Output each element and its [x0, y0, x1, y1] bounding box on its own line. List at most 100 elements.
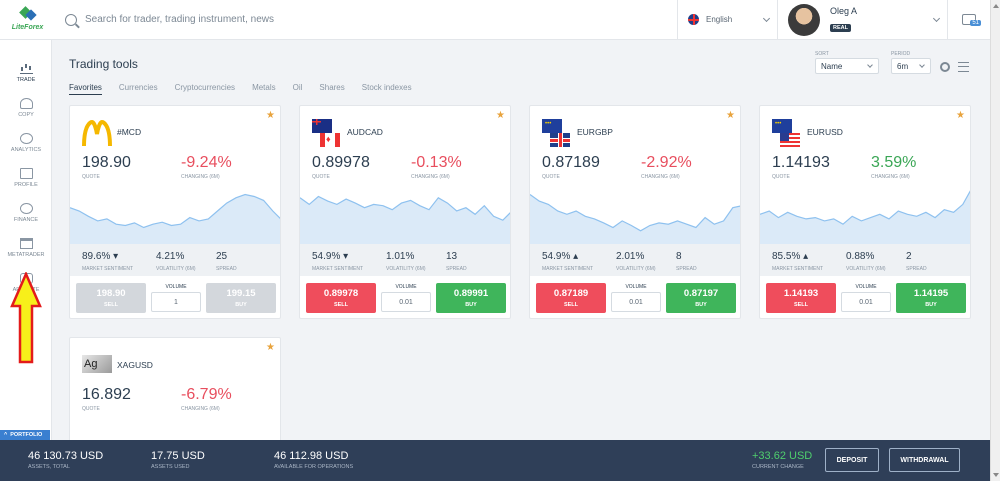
stats-row: 54.9% ▾ MARKET SENTIMENT 1.01% VOLATILIT…	[300, 244, 510, 276]
yellow-arrow-up-icon	[10, 272, 42, 364]
uk-flag-icon	[550, 133, 570, 147]
volume-input[interactable]	[841, 292, 891, 312]
sell-label: SELL	[563, 302, 579, 308]
sparkline-line	[70, 193, 280, 229]
gear-icon[interactable]	[940, 62, 950, 72]
withdrawal-button[interactable]: WITHDRAWAL	[889, 448, 960, 472]
tab-stock-indexes[interactable]: Stock indexes	[361, 83, 412, 92]
sell-price: 0.87189	[553, 288, 589, 299]
sparkline-chart	[70, 193, 280, 244]
tab-currencies[interactable]: Currencies	[118, 83, 158, 92]
list-view-icon[interactable]	[958, 62, 969, 72]
sort-select[interactable]: Name	[815, 58, 879, 74]
quote-label: QUOTE	[82, 406, 100, 412]
instrument-card-eurgbp[interactable]: ★ EURGBP 0.87189 -2.92% QUOTE CHANGING (…	[529, 105, 741, 319]
instrument-symbol: AUDCAD	[347, 127, 383, 137]
available-label: AVAILABLE FOR OPERATIONS	[274, 464, 354, 470]
sentiment-label: MARKET SENTIMENT	[82, 266, 134, 272]
us-flag-icon	[780, 133, 800, 147]
buy-button[interactable]: 1.14195 BUY	[896, 283, 966, 313]
sidebar-item-finance[interactable]: FINANCE	[0, 195, 52, 230]
sidebar-item-label: METATRADER	[7, 251, 45, 258]
tab-metals[interactable]: Metals	[252, 83, 276, 92]
change-value: -9.24%	[181, 154, 232, 171]
volatility-label: VOLATILITY (6M)	[616, 266, 656, 272]
sell-price: 1.14193	[783, 288, 819, 299]
change-label: CHANGING (6M)	[871, 174, 910, 180]
tab-cryptocurrencies[interactable]: Cryptocurrencies	[174, 83, 236, 92]
sparkline-area	[760, 191, 970, 244]
buy-button[interactable]: 0.89991 BUY	[436, 283, 506, 313]
favorite-star-icon[interactable]: ★	[956, 110, 965, 121]
notifications-button[interactable]: 51	[947, 0, 990, 40]
portfolio-tab[interactable]: ^ PORTFOLIO	[0, 430, 50, 440]
buy-label: BUY	[465, 302, 477, 308]
period-select[interactable]: 6m	[891, 58, 931, 74]
page-scrollbar[interactable]	[990, 0, 1000, 481]
monitor-icon	[19, 237, 33, 249]
sell-label: SELL	[103, 302, 119, 308]
instrument-card-audcad[interactable]: ★ AUDCAD 0.89978 -0.13% QUOTE CHANGING (…	[299, 105, 511, 319]
quote-value: 0.89978	[312, 154, 370, 171]
sparkline-chart	[760, 190, 970, 244]
sentiment-value: 54.9% ▾	[312, 251, 349, 262]
liteforex-logo[interactable]: LiteForex	[0, 0, 55, 40]
favorite-star-icon[interactable]: ★	[496, 110, 505, 121]
assets-total-value: 46 130.73 USD	[28, 450, 104, 462]
deposit-button[interactable]: DEPOSIT	[825, 448, 879, 472]
instrument-card-mcd[interactable]: ★ #MCD 198.90 -9.24% QUOTE CHANGING (6M)…	[69, 105, 281, 319]
sell-button[interactable]: 198.90 SELL	[76, 283, 146, 313]
instrument-tabs: Favorites Currencies Cryptocurrencies Me…	[69, 83, 429, 95]
buy-price: 0.87197	[683, 288, 719, 299]
sidebar-item-trade[interactable]: TRADE	[0, 55, 52, 90]
sidebar-item-label: TRADE	[16, 76, 36, 83]
sentiment-value: 54.9% ▴	[542, 251, 579, 262]
uk-flag-icon	[688, 14, 699, 25]
chevron-down-icon	[867, 62, 873, 68]
user-menu[interactable]: Oleg A REAL	[777, 0, 947, 40]
tab-oil[interactable]: Oil	[292, 83, 303, 92]
top-bar: LiteForex English Oleg A REAL 51	[0, 0, 990, 40]
favorite-star-icon[interactable]: ★	[266, 342, 275, 353]
instrument-card-eurusd[interactable]: ★ EURUSD 1.14193 3.59% QUOTE CHANGING (6…	[759, 105, 971, 319]
sidebar-item-label: COPY	[18, 111, 34, 118]
sidebar-item-label: ANALYTICS	[10, 146, 42, 153]
sparkline-chart	[300, 195, 510, 244]
volume-input[interactable]	[151, 292, 201, 312]
volatility-label: VOLATILITY (6M)	[386, 266, 426, 272]
favorite-star-icon[interactable]: ★	[726, 110, 735, 121]
sidebar-item-analytics[interactable]: ANALYTICS	[0, 125, 52, 160]
sparkline-line	[300, 195, 510, 221]
buy-button[interactable]: 0.87197 BUY	[666, 283, 736, 313]
sparkline-line	[530, 194, 740, 232]
page-title: Trading tools	[69, 57, 138, 71]
sort-value: Name	[821, 61, 843, 71]
sparkline-chart	[70, 410, 281, 442]
buy-label: BUY	[925, 302, 937, 308]
volatility-label: VOLATILITY (6M)	[156, 266, 196, 272]
scroll-down-icon[interactable]	[993, 473, 999, 477]
sell-button[interactable]: 1.14193 SELL	[766, 283, 836, 313]
instrument-card-xagusd[interactable]: ★ Ag XAGUSD 16.892 -6.79% QUOTE CHANGING…	[69, 337, 281, 442]
quote-label: QUOTE	[542, 174, 560, 180]
volume-input[interactable]	[611, 292, 661, 312]
scroll-up-icon[interactable]	[993, 4, 999, 8]
canada-flag-icon	[320, 133, 340, 147]
sparkline-area	[300, 196, 510, 244]
favorite-star-icon[interactable]: ★	[266, 110, 275, 121]
sell-button[interactable]: 0.89978 SELL	[306, 283, 376, 313]
sidebar-item-label: PROFILE	[14, 181, 38, 188]
buy-button[interactable]: 199.15 BUY	[206, 283, 276, 313]
tab-shares[interactable]: Shares	[319, 83, 345, 92]
sidebar-item-copy[interactable]: COPY	[0, 90, 52, 125]
instrument-symbol: #MCD	[117, 127, 142, 137]
sidebar-item-metatrader[interactable]: METATRADER	[0, 230, 52, 265]
tab-favorites[interactable]: Favorites	[69, 83, 102, 95]
period-value: 6m	[897, 61, 909, 71]
sell-button[interactable]: 0.87189 SELL	[536, 283, 606, 313]
sidebar-item-profile[interactable]: PROFILE	[0, 160, 52, 195]
sentiment-label: MARKET SENTIMENT	[542, 266, 594, 272]
search-input[interactable]	[85, 14, 485, 25]
volume-input[interactable]	[381, 292, 431, 312]
language-selector[interactable]: English	[677, 0, 777, 40]
